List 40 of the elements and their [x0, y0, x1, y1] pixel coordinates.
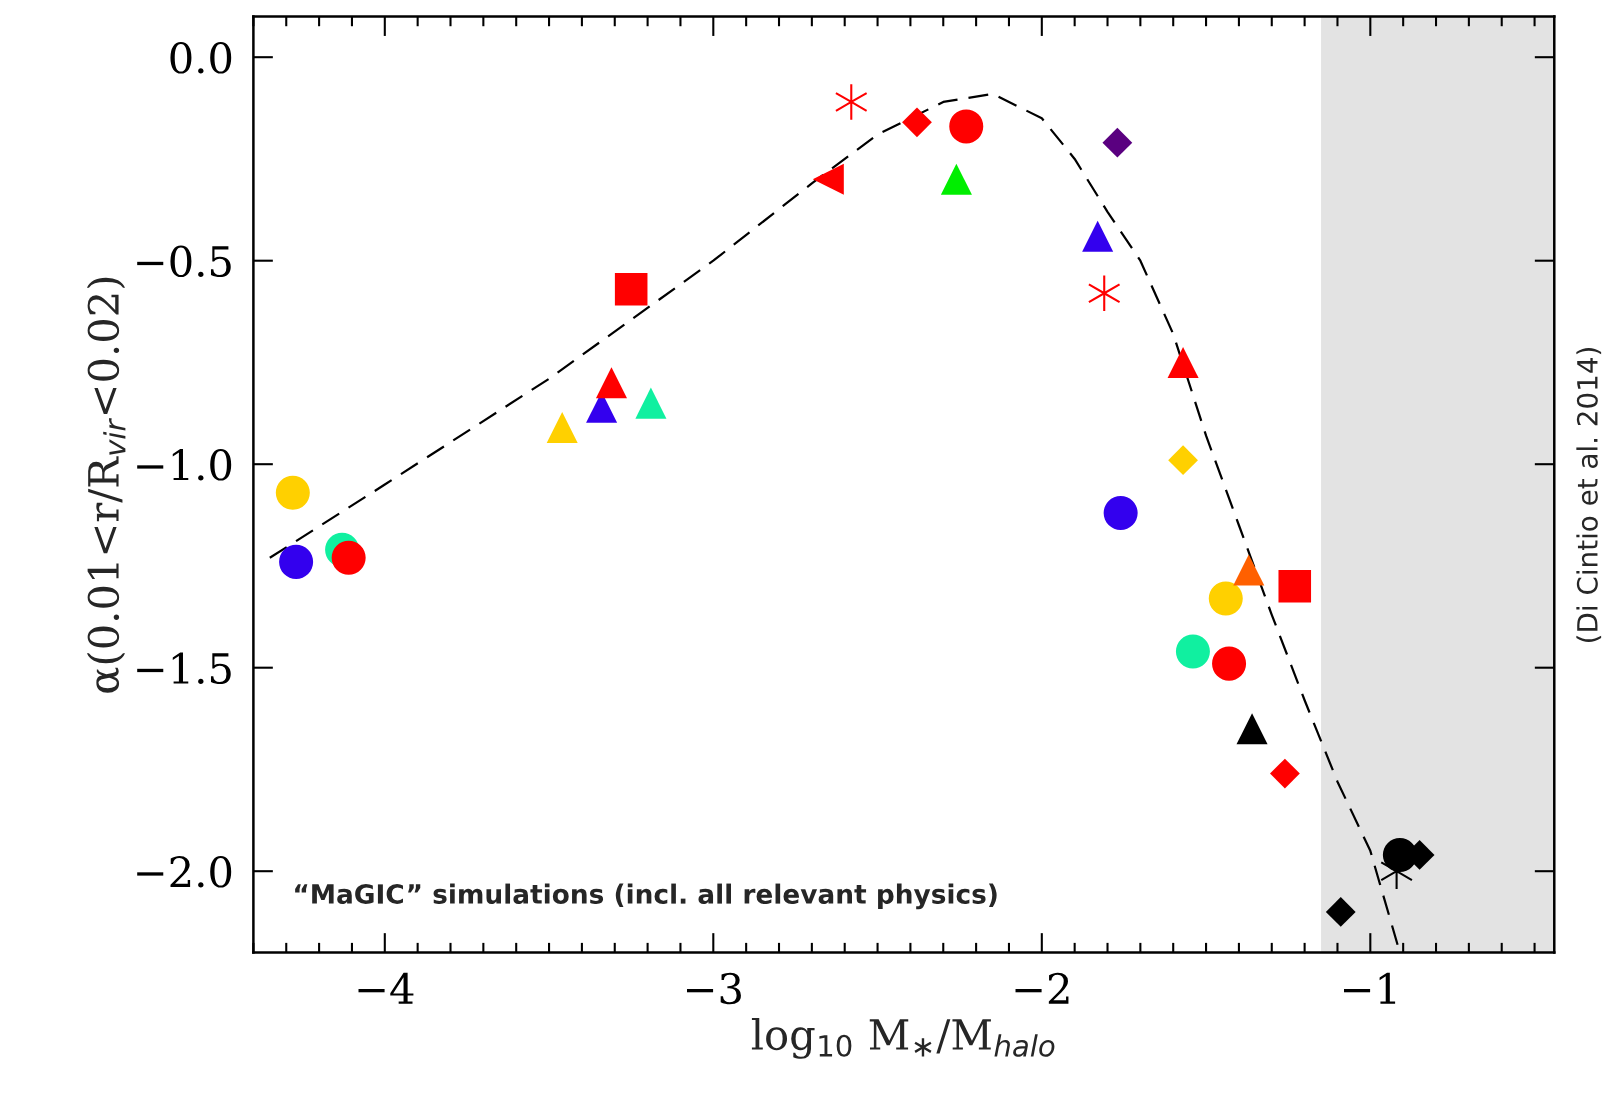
point: [1212, 646, 1247, 681]
point: [1087, 274, 1121, 312]
y-tick-label: 0.0: [170, 42, 232, 74]
point: [812, 163, 844, 195]
x-tick-label: −3: [687, 972, 741, 1005]
y-tick-label: −0.5: [137, 245, 231, 278]
point: [279, 544, 314, 579]
point: [1236, 713, 1268, 745]
point: [546, 412, 578, 444]
x-tick-label: −4: [358, 972, 414, 1004]
point: [614, 272, 648, 306]
x-tick-label: −1: [1344, 972, 1396, 1004]
point: [595, 367, 627, 399]
point: [1175, 634, 1210, 669]
point: [1167, 346, 1199, 378]
point: [1270, 758, 1300, 789]
y-tick-label: −2.0: [137, 856, 232, 888]
point: [1102, 127, 1133, 158]
y-tick-label: −1.5: [137, 652, 231, 685]
annotation: “MaGIC” simulations (incl. all relevant physics): [295, 883, 997, 910]
point: [635, 387, 667, 419]
y-axis-title: α(0.01<r/R$_{vir}$<0.02): [86, 277, 126, 693]
point: [331, 540, 366, 575]
point: [834, 83, 868, 121]
x-tick-label: −2: [1015, 972, 1069, 1004]
point: [1382, 837, 1417, 872]
point: [1325, 897, 1356, 927]
point: [1168, 445, 1198, 476]
point: [949, 109, 984, 144]
point: [1233, 554, 1265, 586]
point: [902, 107, 932, 138]
y-tick-label: −1.0: [137, 449, 232, 481]
point: [275, 475, 310, 510]
point: [1278, 570, 1312, 603]
point: [1103, 496, 1138, 531]
point: [940, 163, 972, 195]
point: [1208, 581, 1243, 616]
point: [1082, 220, 1114, 252]
x-axis-title: log$_{10}$ M$_{∗}$/M$_{halo}$: [751, 1017, 1055, 1059]
text: (Di Cintio et al. 2014): [1576, 348, 1602, 642]
